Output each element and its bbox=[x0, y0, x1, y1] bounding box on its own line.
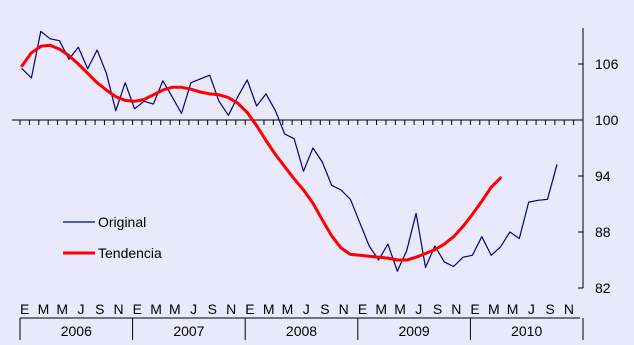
x-month-label: E bbox=[358, 301, 367, 317]
x-month-label: M bbox=[169, 301, 181, 317]
x-month-label: M bbox=[38, 301, 50, 317]
x-month-label: E bbox=[245, 301, 254, 317]
x-month-label: M bbox=[488, 301, 500, 317]
series-line-tendencia bbox=[20, 43, 502, 262]
y-tick-label: 82 bbox=[595, 280, 611, 296]
x-month-label: M bbox=[394, 301, 406, 317]
y-tick-label: 106 bbox=[595, 56, 619, 72]
y-tick-label: 88 bbox=[595, 224, 611, 240]
y-tick-label: 94 bbox=[595, 168, 611, 184]
x-month-label: N bbox=[226, 301, 236, 317]
x-month-label: M bbox=[507, 301, 519, 317]
x-month-label: J bbox=[415, 301, 422, 317]
x-month-label: M bbox=[375, 301, 387, 317]
x-month-label: S bbox=[95, 301, 104, 317]
x-month-label: N bbox=[451, 301, 461, 317]
year-label: 2007 bbox=[173, 323, 204, 339]
x-month-label: N bbox=[113, 301, 123, 317]
x-month-label: M bbox=[150, 301, 162, 317]
y-tick-label: 100 bbox=[595, 112, 619, 128]
year-label: 2008 bbox=[286, 323, 317, 339]
x-month-label: J bbox=[190, 301, 197, 317]
x-month-label: M bbox=[282, 301, 294, 317]
legend-label-tendencia: Tendencia bbox=[98, 245, 162, 261]
series-line-original bbox=[21, 30, 558, 272]
x-month-label: S bbox=[208, 301, 217, 317]
x-month-label: N bbox=[339, 301, 349, 317]
x-month-label: J bbox=[303, 301, 310, 317]
x-month-label: N bbox=[564, 301, 574, 317]
x-month-label: S bbox=[545, 301, 554, 317]
legend: Original Tendencia bbox=[63, 214, 162, 261]
year-label: 2009 bbox=[399, 323, 430, 339]
x-month-label: E bbox=[20, 301, 29, 317]
x-month-label: J bbox=[528, 301, 535, 317]
x-month-label: S bbox=[320, 301, 329, 317]
x-month-label: M bbox=[56, 301, 68, 317]
x-month-label: M bbox=[263, 301, 275, 317]
year-label: 2006 bbox=[61, 323, 92, 339]
x-month-label: S bbox=[433, 301, 442, 317]
series-layer bbox=[20, 30, 558, 272]
year-label: 2010 bbox=[511, 323, 542, 339]
x-month-label: E bbox=[470, 301, 479, 317]
legend-label-original: Original bbox=[98, 214, 146, 230]
x-month-label: E bbox=[133, 301, 142, 317]
x-month-label: J bbox=[77, 301, 84, 317]
